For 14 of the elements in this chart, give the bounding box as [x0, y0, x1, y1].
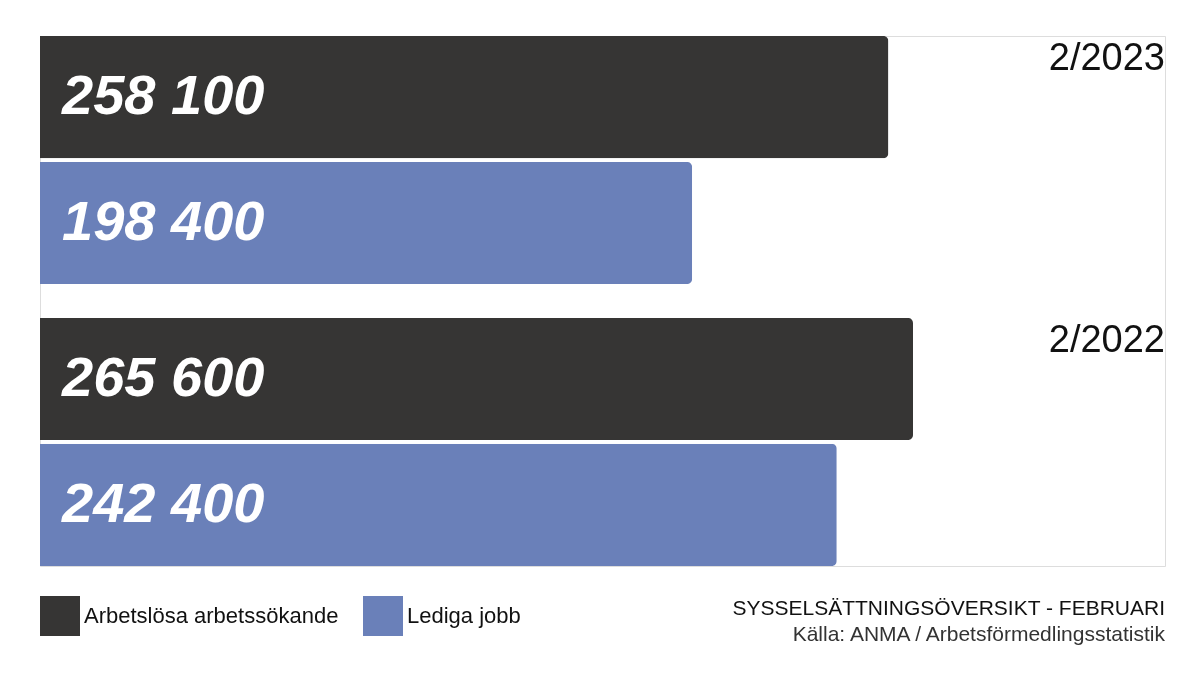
text: SYSSELSÄTTNINGSÖVERSIKT - FEBRUARI	[732, 596, 1165, 619]
legend-label: Arbetslösa arbetssökande	[84, 603, 339, 628]
data-label: 242 400	[61, 470, 265, 534]
bar	[40, 36, 889, 159]
legend-label: Lediga jobb	[407, 603, 521, 628]
bar	[40, 443, 837, 566]
data-label: 265 600	[61, 344, 265, 408]
data-label: 198 400	[62, 189, 265, 253]
data-label: 258 100	[61, 63, 265, 127]
bar	[40, 317, 913, 441]
text: Källa: ANMA / Arbetsförmedlingsstatistik	[792, 622, 1166, 645]
bar	[40, 161, 693, 285]
y-tick-label: 2/2022	[1048, 317, 1165, 360]
y-tick-label: 2/2023	[1048, 36, 1165, 78]
